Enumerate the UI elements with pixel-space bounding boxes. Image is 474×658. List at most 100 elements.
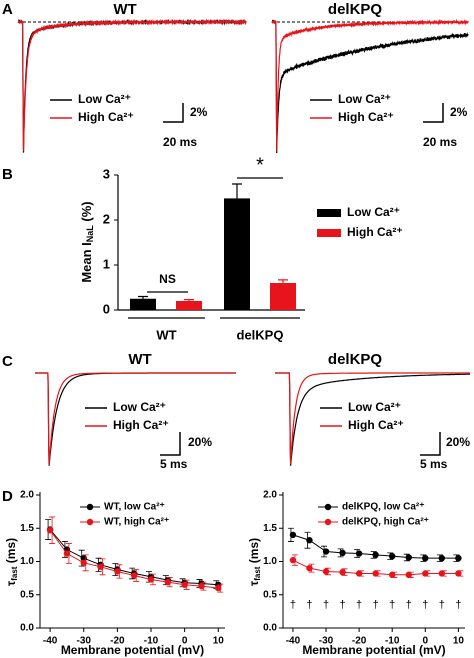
scale-label: 5 ms <box>420 457 448 471</box>
legend-marker <box>86 518 94 526</box>
panel-label: D <box>2 488 13 505</box>
point <box>63 550 71 557</box>
point <box>372 570 379 577</box>
point <box>389 552 396 560</box>
scale-bar <box>420 432 441 456</box>
point <box>215 584 222 592</box>
annotation: * <box>256 154 264 176</box>
point <box>322 548 330 555</box>
x-tick-label: -40 <box>43 636 58 647</box>
panel-title: delKPQ <box>328 351 383 368</box>
legend-label: High Ca²⁺ <box>348 418 404 432</box>
trace <box>35 372 236 465</box>
significance-marker: † <box>356 599 362 611</box>
scale-label: 20 ms <box>423 135 457 149</box>
y-axis-label-part: fast <box>253 566 262 581</box>
trace <box>275 372 470 465</box>
y-axis-label-part: Mean I <box>79 242 94 282</box>
legend-marker <box>86 503 94 511</box>
point <box>372 551 379 559</box>
point <box>405 554 412 561</box>
scale-bar <box>163 103 184 123</box>
point <box>455 554 462 562</box>
scale-label: 5 ms <box>160 457 188 471</box>
error-bar <box>278 279 288 283</box>
scale-label: 2% <box>190 105 208 119</box>
point <box>289 531 297 539</box>
x-tick-label: delKPQ <box>237 327 284 342</box>
panel-label: B <box>2 166 13 183</box>
point <box>80 559 87 567</box>
point <box>422 554 429 562</box>
legend-swatch <box>317 229 341 237</box>
error-bar <box>232 183 242 199</box>
point <box>147 576 155 583</box>
legend-label: High Ca²⁺ <box>347 225 403 239</box>
scale-bar <box>160 432 181 456</box>
y-tick-label: 1.5 <box>263 523 277 534</box>
y-axis-label-part: (ms) <box>4 538 18 567</box>
y-tick-label: 1 <box>103 256 110 271</box>
point <box>355 570 363 577</box>
y-tick-label: 2.0 <box>20 490 34 501</box>
bar <box>224 198 250 310</box>
point <box>198 582 205 590</box>
legend-label: WT, low Ca²⁺ <box>104 502 165 513</box>
significance-marker: † <box>389 599 395 611</box>
legend-marker <box>324 518 332 526</box>
scale-bar <box>423 103 444 123</box>
legend-label: Low Ca²⁺ <box>338 92 391 106</box>
point <box>455 570 462 577</box>
panel-title: WT <box>113 1 136 18</box>
y-tick-label: 1.0 <box>263 556 277 567</box>
y-tick-label: 0.5 <box>263 589 277 600</box>
y-axis-label: τfast (ms) <box>4 538 19 586</box>
point <box>289 556 297 564</box>
legend-marker <box>324 503 332 511</box>
y-tick-label: 2.0 <box>263 490 277 501</box>
point <box>422 570 429 577</box>
point <box>306 564 313 572</box>
panel-title: WT <box>128 351 151 368</box>
trace <box>271 19 469 154</box>
legend-label: Low Ca²⁺ <box>347 205 400 219</box>
legend-label: High Ca²⁺ <box>113 418 169 432</box>
x-tick-label: 10 <box>453 636 465 647</box>
x-tick-label: -20 <box>110 636 125 647</box>
significance-marker: † <box>455 599 461 611</box>
point <box>339 568 346 576</box>
legend-label: High Ca²⁺ <box>78 110 134 124</box>
x-tick-label: -40 <box>286 636 301 647</box>
bar <box>270 283 296 310</box>
significance-marker: † <box>439 599 445 611</box>
trace <box>17 18 247 152</box>
y-axis-label-part: NaL <box>85 225 95 243</box>
legend-label: WT, high Ca²⁺ <box>104 517 169 528</box>
legend-label: Low Ca²⁺ <box>113 400 166 414</box>
error-bar <box>184 299 194 301</box>
point <box>438 570 446 577</box>
x-axis-label: Membrane potential (mV) <box>302 643 445 657</box>
y-tick-label: 3 <box>103 166 110 181</box>
legend-swatch <box>317 209 341 217</box>
y-tick-label: 1.5 <box>20 523 34 534</box>
x-axis-label: Membrane potential (mV) <box>61 643 204 657</box>
y-tick-label: 0 <box>103 301 110 316</box>
point <box>46 527 54 534</box>
x-tick-label: 10 <box>213 636 225 647</box>
annotation: NS <box>159 272 176 286</box>
significance-marker: † <box>373 599 379 611</box>
panel-label: C <box>2 353 13 370</box>
bar <box>176 301 202 310</box>
point <box>97 563 104 571</box>
point <box>130 572 138 579</box>
y-tick-label: 0.0 <box>263 623 277 634</box>
y-tick-label: 1.0 <box>20 556 34 567</box>
point <box>405 571 412 578</box>
significance-marker: † <box>290 599 296 611</box>
panel-title: delKPQ <box>328 1 383 18</box>
trace <box>271 18 469 152</box>
point <box>181 581 188 588</box>
y-axis-label-part: τ <box>4 580 18 586</box>
